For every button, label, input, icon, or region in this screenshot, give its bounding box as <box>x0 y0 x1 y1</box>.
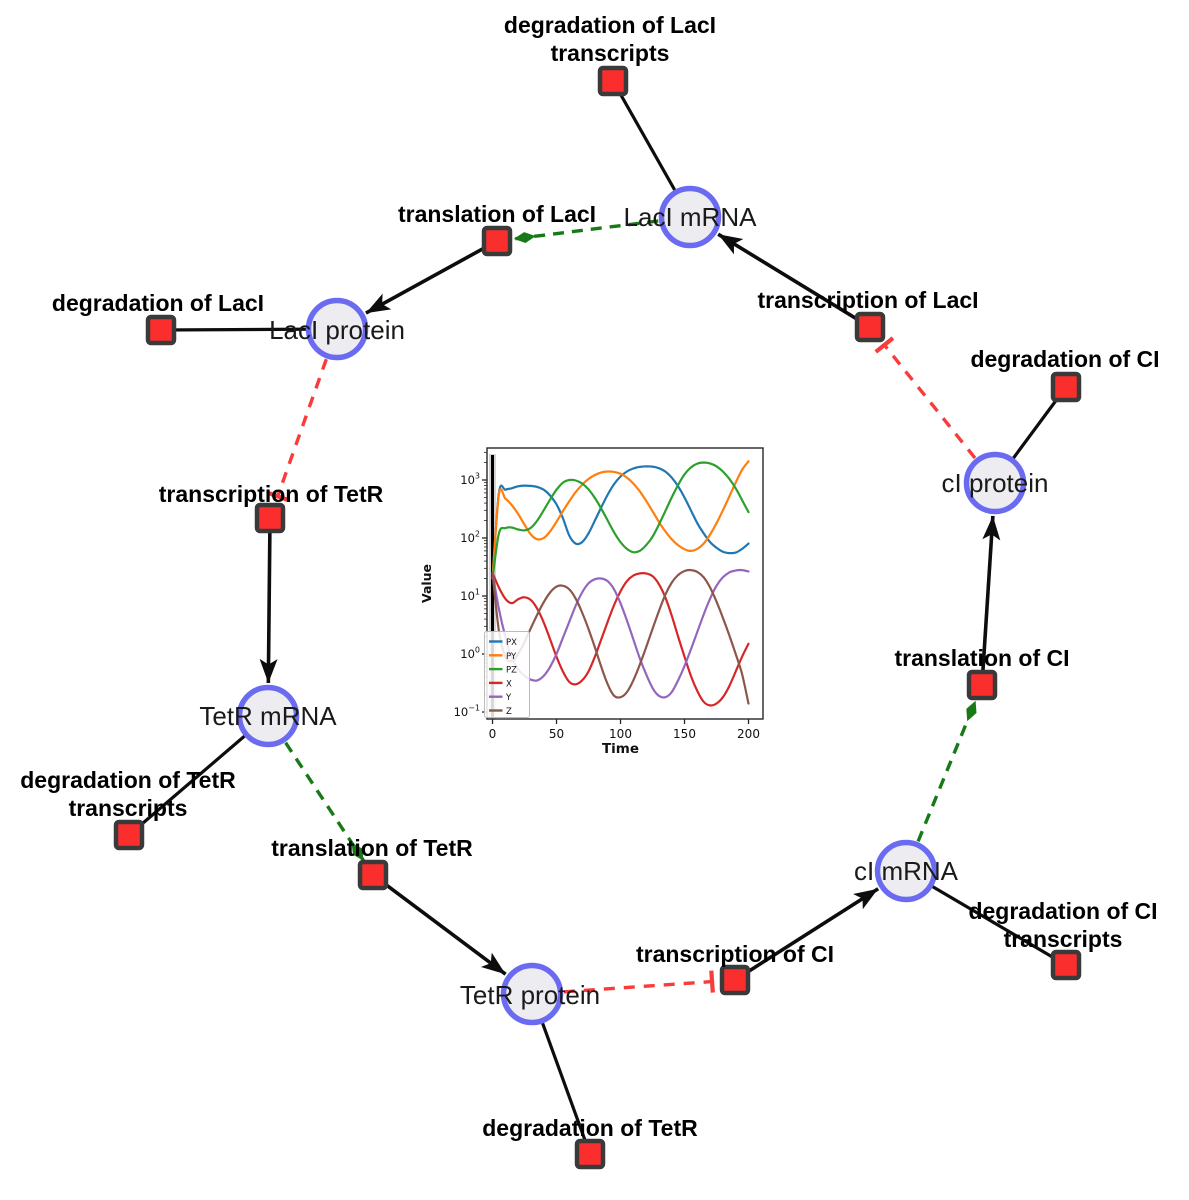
y-tick-label-10e2: 102 <box>460 530 480 546</box>
y-tick-label-10e3: 103 <box>460 472 480 488</box>
edge-arrow-tx-laci-to-laci-mrna <box>717 232 863 324</box>
label-tx-tetr-label: transcription of TetR <box>159 481 384 507</box>
edge-modifier-ci-mrna-to-tl-ci <box>916 700 978 843</box>
series-line-Y <box>491 568 750 699</box>
reaction-node-deg-laci-tx[interactable] <box>597 65 629 97</box>
reaction-node-tx-ci[interactable] <box>719 964 751 996</box>
reaction-node-tl-ci[interactable] <box>966 669 998 701</box>
series-group <box>491 460 750 707</box>
label-tetr-protein-label: TetR protein <box>460 980 600 1010</box>
reaction-node-deg-ci[interactable] <box>1050 371 1082 403</box>
label-tx-ci-label: transcription of CI <box>636 941 834 967</box>
label-tl-laci-label: translation of LacI <box>398 201 596 227</box>
species-node-ci-protein[interactable] <box>963 451 1027 515</box>
y-axis-label: Value <box>419 564 434 603</box>
x-tick-label-100: 100 <box>609 727 632 741</box>
species-node-tetr-mrna[interactable] <box>236 684 300 748</box>
legend-item-PX: PX <box>506 638 517 648</box>
x-tick-label-50: 50 <box>549 727 564 741</box>
label-ci-protein-label: cI protein <box>942 468 1049 498</box>
reaction-node-deg-tetr[interactable] <box>574 1138 606 1170</box>
legend-item-Z: Z <box>506 707 512 717</box>
y-tick-label-10e-1: 10−1 <box>454 704 480 720</box>
edge-inhibition-laci-protein-to-tx-tetr <box>266 358 328 502</box>
label-tx-laci-label: transcription of LacI <box>757 287 978 313</box>
label-ci-mrna-label: cI mRNA <box>854 856 959 886</box>
species-node-laci-protein[interactable] <box>305 297 369 361</box>
legend-item-Y: Y <box>505 693 512 703</box>
reaction-node-tl-laci[interactable] <box>481 225 513 257</box>
legend-item-PZ: PZ <box>506 666 517 676</box>
series-line-PY <box>491 460 750 580</box>
series-line-PZ <box>491 461 750 580</box>
reaction-node-tx-laci[interactable] <box>854 311 886 343</box>
legend-item-PY: PY <box>506 652 517 662</box>
label-deg-tetr-tx-label: degradation of TetR transcripts <box>20 767 236 821</box>
series-line-Z <box>491 568 750 705</box>
edge-modifier-laci-mrna-to-tl-laci <box>513 219 659 244</box>
inset-chart: 0 50 100 150 20010−1100101102103TimeValuePXP… <box>419 447 764 757</box>
y-tick-label-10e1: 101 <box>460 588 480 604</box>
label-deg-laci-tx-label: degradation of LacI transcripts <box>504 12 716 66</box>
y-tick-label-10e0: 100 <box>460 646 480 662</box>
reaction-node-tx-tetr[interactable] <box>254 502 286 534</box>
label-deg-tetr-label: degradation of TetR <box>482 1115 698 1141</box>
series-line-PX <box>491 465 750 580</box>
edge-arrow-tx-tetr-to-tetr-mrna <box>259 527 278 684</box>
label-laci-protein-label: LacI protein <box>269 315 405 345</box>
edges-layer <box>127 80 1068 1155</box>
species-node-ci-mrna[interactable] <box>874 839 938 903</box>
label-tl-tetr-label: translation of TetR <box>271 835 473 861</box>
x-tick-label-0: 0 <box>489 727 497 741</box>
edge-inhibition-ci-protein-to-tx-laci <box>874 336 977 460</box>
reaction-node-deg-ci-tx[interactable] <box>1050 949 1082 981</box>
reaction-node-deg-tetr-tx[interactable] <box>113 819 145 851</box>
reaction-node-tl-tetr[interactable] <box>357 859 389 891</box>
label-deg-ci-label: degradation of CI <box>970 346 1159 372</box>
label-laci-mrna-label: LacI mRNA <box>624 202 758 232</box>
label-deg-ci-tx-label: degradation of CI transcripts <box>968 898 1157 952</box>
labels-layer: degradation of LacI transcripts translatio… <box>20 12 1159 1141</box>
legend-item-X: X <box>506 679 512 689</box>
species-node-laci-mrna[interactable] <box>658 185 722 249</box>
species-node-tetr-protein[interactable] <box>500 962 564 1026</box>
x-tick-label-150: 150 <box>673 727 696 741</box>
edge-arrow-tx-ci-to-ci-mrna <box>742 887 880 977</box>
reaction-node-deg-laci[interactable] <box>145 314 177 346</box>
label-tetr-mrna-label: TetR mRNA <box>199 701 337 731</box>
edge-arrow-tl-ci-to-ci-protein <box>980 515 1001 676</box>
nodes-layer <box>113 65 1082 1170</box>
series-line-X <box>491 571 750 707</box>
edge-arrow-tl-tetr-to-tetr-protein <box>379 879 507 976</box>
x-axis-label: Time <box>602 741 639 757</box>
edge-inhibition-tetr-protein-to-tx-ci <box>563 970 715 994</box>
plot-frame <box>486 447 764 720</box>
label-deg-laci-label: degradation of LacI <box>52 290 264 316</box>
edge-modifier-tetr-mrna-to-tl-tetr <box>284 741 366 862</box>
edge-arrow-tl-laci-to-laci-protein <box>365 244 490 315</box>
legend: PX PY PZ XYZ <box>484 631 530 718</box>
x-tick-label-200: 200 <box>737 727 760 741</box>
label-tl-ci-label: translation of CI <box>894 645 1069 671</box>
